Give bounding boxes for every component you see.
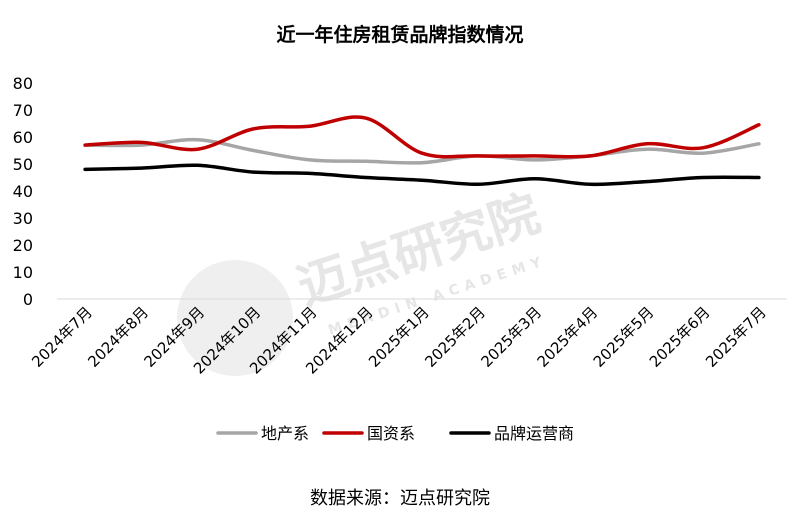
legend-label: 品牌运营商 [494, 424, 574, 443]
source-note: 数据来源：迈点研究院 [310, 488, 490, 509]
y-tick-label: 50 [13, 155, 33, 174]
x-tick-label: 2025年7月 [702, 303, 770, 371]
y-tick-label: 40 [13, 182, 33, 201]
legend-label: 国资系 [367, 424, 415, 443]
watermark-logo-icon [177, 260, 293, 376]
y-axis-ticks: 0 10 20 30 40 50 60 70 80 [13, 74, 33, 309]
series-line-1 [83, 137, 761, 165]
legend-label: 地产系 [261, 424, 309, 443]
series-line-2 [83, 115, 761, 159]
y-tick-label: 10 [13, 263, 33, 282]
y-tick-label: 60 [13, 128, 33, 147]
series-line-3 [83, 163, 761, 187]
y-tick-label: 30 [13, 209, 33, 228]
chart-title: 近一年住房租赁品牌指数情况 [276, 24, 524, 46]
y-tick-label: 20 [13, 236, 33, 255]
y-tick-label: 70 [13, 101, 33, 120]
legend: 地产系 国资系 品牌运营商 [216, 424, 574, 443]
series-lines [83, 115, 761, 187]
y-tick-label: 80 [13, 74, 33, 93]
y-tick-label: 0 [23, 290, 33, 309]
